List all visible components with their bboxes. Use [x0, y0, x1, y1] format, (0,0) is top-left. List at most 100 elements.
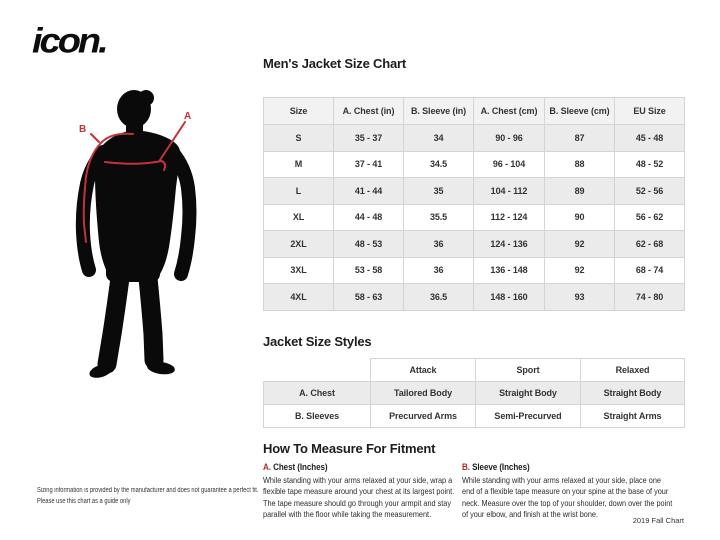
sleeve-instruction-heading: B. Sleeve (Inches) [462, 462, 673, 473]
column-header: Relaxed [580, 358, 685, 382]
column-header: Attack [370, 358, 476, 382]
corner-cell [263, 358, 371, 382]
table-row: A. Chest Tailored Body Straight Body Straig… [263, 381, 685, 405]
table-cell: 36 [403, 256, 474, 284]
table-cell: 90 - 96 [473, 124, 545, 152]
table-row: S 35 - 37 34 90 - 96 87 45 - 48 [263, 124, 685, 152]
table-cell: Semi-Precurved [475, 404, 581, 428]
male-silhouette [95, 90, 181, 282]
sleeve-heading-text: Sleeve (Inches) [469, 462, 530, 473]
chest-measure-line [104, 159, 167, 171]
sleeve-pointer-line [90, 133, 100, 143]
how-to-measure-title: How To Measure For Fitment [263, 441, 436, 456]
jacket-size-styles-table: Attack Sport Relaxed A. Chest Tailored Body S… [263, 358, 685, 428]
table-row: M 37 - 41 34.5 96 - 104 88 48 - 52 [263, 150, 685, 178]
column-header: A. Chest (in) [333, 97, 404, 125]
table-cell: Tailored Body [370, 381, 476, 405]
table-cell: 44 - 48 [333, 203, 404, 231]
table-cell: 92 [544, 256, 615, 284]
size-chart-title: Men's Jacket Size Chart [263, 56, 406, 71]
table-row: XL 44 - 48 35.5 112 - 124 90 56 - 62 [263, 203, 685, 231]
table-cell: 58 - 63 [333, 283, 404, 311]
table-cell: 124 - 136 [473, 230, 545, 258]
header-row: Attack Sport Relaxed [263, 358, 685, 382]
table-cell: 48 - 52 [614, 150, 685, 178]
chart-version-note: 2019 Fall Chart [632, 516, 684, 525]
table-cell: 56 - 62 [614, 203, 685, 231]
header-row: Size A. Chest (in) B. Sleeve (in) A. Chest … [263, 97, 685, 125]
column-header: B. Sleeve (cm) [544, 97, 615, 125]
table-cell: 104 - 112 [473, 177, 545, 205]
sleeve-letter: B. [462, 462, 470, 473]
disclaimer-line-1: Sizing information is provided by the ma… [37, 487, 259, 494]
column-header: A. Chest (cm) [473, 97, 545, 125]
table-row: B. Sleeves Precurved Arms Semi-Precurved St… [263, 404, 685, 428]
icon-brand-logo: icon. [32, 22, 109, 61]
table-cell: 62 - 68 [614, 230, 685, 258]
chest-instruction-heading: A. Chest (Inches) [263, 462, 459, 473]
table-cell: 93 [544, 283, 615, 311]
row-label: L [263, 177, 334, 205]
table-cell: 34 [403, 124, 474, 152]
measurement-figure: A B [50, 82, 250, 387]
table-cell: 112 - 124 [473, 203, 545, 231]
silhouette-legs [97, 268, 164, 374]
table-cell: 35.5 [403, 203, 474, 231]
table-cell: 136 - 148 [473, 256, 545, 284]
mens-jacket-size-table: Size A. Chest (in) B. Sleeve (in) A. Chest … [263, 97, 685, 311]
chest-heading-text: Chest (Inches) [270, 462, 328, 473]
table-row: 4XL 58 - 63 36.5 148 - 160 93 74 - 80 [263, 283, 685, 311]
column-header: Sport [475, 358, 581, 382]
chest-instruction-body: While standing with your arms relaxed at… [263, 475, 455, 520]
table-cell: 90 [544, 203, 615, 231]
column-header: Size [263, 97, 334, 125]
sizing-disclaimer: Sizing information is provided by the ma… [37, 486, 258, 507]
table-cell: Straight Body [475, 381, 581, 405]
table-cell: 89 [544, 177, 615, 205]
table-cell: 45 - 48 [614, 124, 685, 152]
table-cell: Straight Body [580, 381, 685, 405]
chest-measure-instructions: A. Chest (Inches) While standing with yo… [263, 462, 459, 520]
male-silhouette-illustration: A B [75, 90, 197, 378]
table-cell: 36.5 [403, 283, 474, 311]
table-cell: 88 [544, 150, 615, 178]
row-label: S [263, 124, 334, 152]
table-cell: 35 [403, 177, 474, 205]
row-label: 4XL [263, 283, 334, 311]
row-label: 2XL [263, 230, 334, 258]
row-label: A. Chest [263, 381, 371, 405]
sleeve-measure-instructions: B. Sleeve (Inches) While standing with y… [462, 462, 673, 520]
row-label: XL [263, 203, 334, 231]
chest-letter: A. [263, 462, 271, 473]
label-a: A [184, 111, 191, 122]
table-cell: 96 - 104 [473, 150, 545, 178]
table-cell: 148 - 160 [473, 283, 545, 311]
table-cell: Precurved Arms [370, 404, 476, 428]
table-cell: 41 - 44 [333, 177, 404, 205]
table-cell: 53 - 58 [333, 256, 404, 284]
chest-pointer-line [159, 121, 186, 161]
chart-content-column: Men's Jacket Size Chart Size A. Chest (in… [263, 0, 685, 540]
disclaimer-line-2: Please use this chart as a guide only [37, 497, 131, 505]
table-cell: 36 [403, 230, 474, 258]
sleeve-measure-line [82, 132, 134, 243]
label-b: B [79, 124, 86, 135]
table-cell: 48 - 53 [333, 230, 404, 258]
table-cell: 74 - 80 [614, 283, 685, 311]
table-cell: 34.5 [403, 150, 474, 178]
table-cell: 35 - 37 [333, 124, 404, 152]
sleeve-instruction-body: While standing with your arms relaxed at… [462, 475, 673, 520]
table-row: 3XL 53 - 58 36 136 - 148 92 68 - 74 [263, 256, 685, 284]
row-label: 3XL [263, 256, 334, 284]
table-row: 2XL 48 - 53 36 124 - 136 92 62 - 68 [263, 230, 685, 258]
table-cell: 37 - 41 [333, 150, 404, 178]
table-cell: 87 [544, 124, 615, 152]
table-row: L 41 - 44 35 104 - 112 89 52 - 56 [263, 177, 685, 205]
row-label: M [263, 150, 334, 178]
column-header: EU Size [614, 97, 685, 125]
table-cell: 68 - 74 [614, 256, 685, 284]
jacket-styles-title: Jacket Size Styles [263, 334, 372, 349]
table-cell: 52 - 56 [614, 177, 685, 205]
row-label: B. Sleeves [263, 404, 371, 428]
table-cell: Straight Arms [580, 404, 685, 428]
